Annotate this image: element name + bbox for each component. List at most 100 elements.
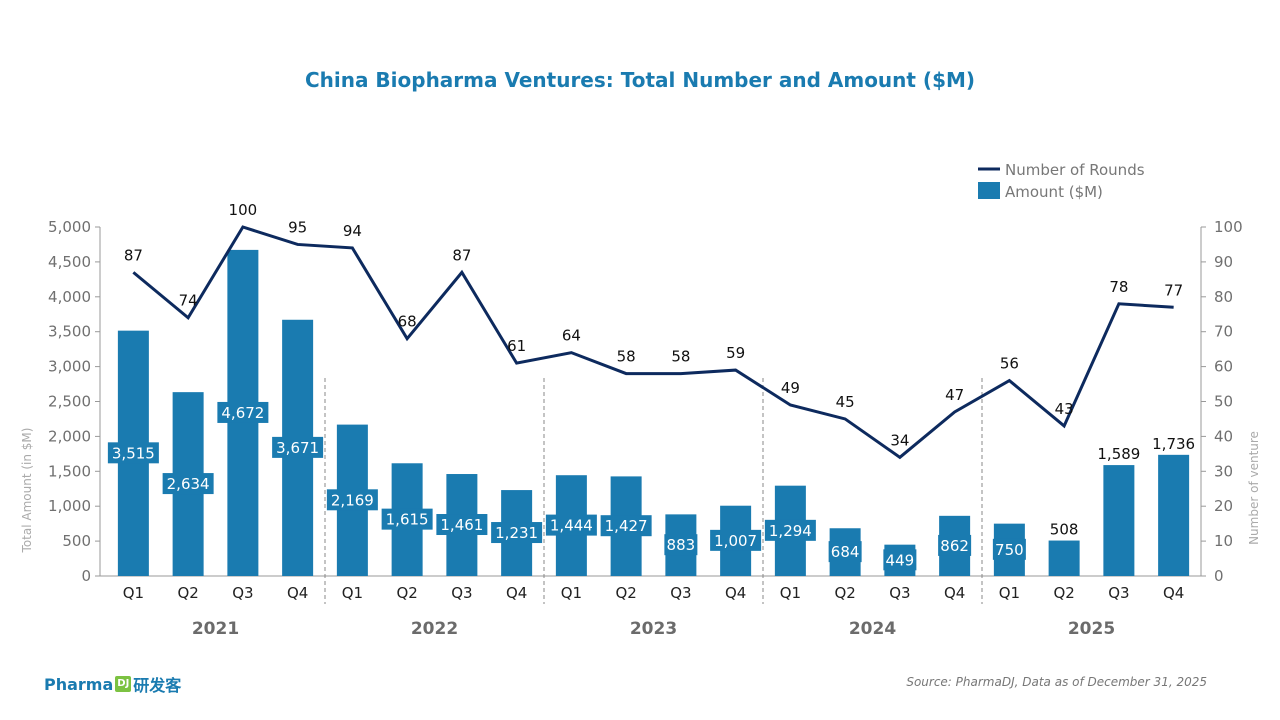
- amount-label: 3,515: [112, 444, 155, 462]
- category-label: Q2: [615, 584, 636, 602]
- left-tick-label: 500: [62, 532, 91, 550]
- amount-label: 1,007: [714, 532, 757, 550]
- category-label: Q1: [342, 584, 363, 602]
- year-label: 2024: [849, 619, 896, 639]
- amount-label-bg: [217, 401, 269, 423]
- amount-label-bg: [436, 514, 488, 536]
- left-axis-title: Total Amount (in $M): [20, 428, 34, 554]
- amount-label-bg: [938, 534, 972, 556]
- category-label: Q4: [506, 584, 527, 602]
- rounds-label: 43: [1055, 400, 1074, 418]
- rounds-label: 94: [343, 222, 362, 240]
- bar: [1158, 454, 1190, 576]
- rounds-label: 58: [671, 348, 690, 366]
- rounds-label: 61: [507, 337, 526, 355]
- right-tick-label: 60: [1214, 358, 1233, 376]
- amount-label-bg: [162, 473, 214, 495]
- rounds-label: 68: [398, 313, 417, 331]
- amount-label: 1,444: [550, 517, 593, 535]
- category-label: Q3: [670, 584, 691, 602]
- rounds-label: 74: [179, 292, 198, 310]
- category-label: Q1: [561, 584, 582, 602]
- category-label: Q1: [999, 584, 1020, 602]
- rounds-label: 49: [781, 379, 800, 397]
- rounds-label: 100: [229, 201, 258, 219]
- category-label: Q3: [232, 584, 253, 602]
- category-label: Q3: [889, 584, 910, 602]
- rounds-label: 58: [617, 348, 636, 366]
- rounds-label: 45: [836, 393, 855, 411]
- category-label: Q4: [725, 584, 746, 602]
- year-label: 2022: [411, 619, 458, 639]
- pharmadj-logo: Pharma DJ 研发客: [44, 672, 181, 696]
- amount-label: 508: [1050, 521, 1079, 539]
- legend-rounds: Number of Rounds: [1005, 161, 1145, 179]
- amount-label: 1,615: [386, 511, 429, 529]
- category-label: Q2: [396, 584, 417, 602]
- left-tick-label: 0: [81, 567, 91, 585]
- amount-label-bg: [491, 522, 543, 544]
- year-label: 2025: [1068, 619, 1115, 639]
- amount-label: 1,231: [495, 524, 538, 542]
- amount-label: 2,634: [167, 475, 210, 493]
- left-tick-label: 1,500: [48, 462, 91, 480]
- bar: [1103, 465, 1135, 576]
- rounds-label: 87: [124, 246, 143, 264]
- right-tick-label: 0: [1214, 567, 1224, 585]
- amount-label: 883: [667, 536, 696, 554]
- rounds-label: 34: [890, 431, 909, 449]
- amount-label: 684: [831, 543, 860, 561]
- category-label: Q2: [177, 584, 198, 602]
- amount-label: 2,169: [331, 491, 374, 509]
- amount-label: 750: [995, 541, 1024, 559]
- amount-label: 862: [940, 537, 969, 555]
- rounds-label: 47: [945, 386, 964, 404]
- right-tick-label: 70: [1214, 323, 1233, 341]
- amount-label-bg: [272, 436, 324, 458]
- left-tick-label: 1,000: [48, 497, 91, 515]
- amount-label-bg: [107, 442, 159, 464]
- amount-label: 1,294: [769, 522, 812, 540]
- amount-label-bg: [883, 549, 917, 571]
- amount-label-bg: [664, 534, 698, 556]
- right-axis-title: Number of venture: [1247, 431, 1261, 545]
- logo-text: Pharma: [44, 674, 114, 694]
- amount-label-bg: [381, 508, 433, 530]
- amount-label-bg: [600, 515, 652, 537]
- amount-label: 4,672: [221, 404, 264, 422]
- amount-label: 1,427: [605, 517, 648, 535]
- rounds-label: 87: [452, 246, 471, 264]
- category-label: Q4: [287, 584, 308, 602]
- category-label: Q3: [451, 584, 472, 602]
- amount-label-bg: [710, 529, 762, 551]
- category-label: Q1: [780, 584, 801, 602]
- amount-label: 1,736: [1152, 435, 1195, 453]
- category-label: Q2: [834, 584, 855, 602]
- amount-label: 3,671: [276, 439, 319, 457]
- rounds-line: [132, 225, 1174, 460]
- right-tick-label: 30: [1214, 462, 1233, 480]
- left-tick-label: 2,000: [48, 427, 91, 445]
- amount-label-bg: [326, 489, 378, 511]
- amount-label-bg: [764, 519, 816, 541]
- source-note: Source: PharmaDJ, Data as of December 31…: [906, 675, 1207, 689]
- right-tick-label: 10: [1214, 532, 1233, 550]
- right-tick-label: 40: [1214, 427, 1233, 445]
- amount-label: 1,589: [1097, 445, 1140, 463]
- left-tick-label: 4,500: [48, 253, 91, 271]
- right-tick-label: 50: [1214, 393, 1233, 411]
- left-tick-label: 4,000: [48, 288, 91, 306]
- amount-label-bg: [992, 538, 1026, 560]
- bar: [1048, 540, 1080, 576]
- right-tick-label: 100: [1214, 218, 1243, 236]
- rounds-label: 95: [288, 218, 307, 236]
- year-label: 2023: [630, 619, 677, 639]
- right-tick-label: 20: [1214, 497, 1233, 515]
- rounds-label: 56: [1000, 355, 1019, 373]
- amount-label-bg: [545, 514, 597, 536]
- amount-label: 1,461: [440, 516, 483, 534]
- category-label: Q1: [123, 584, 144, 602]
- rounds-label: 77: [1164, 281, 1183, 299]
- legend-amount: Amount ($M): [1005, 183, 1103, 201]
